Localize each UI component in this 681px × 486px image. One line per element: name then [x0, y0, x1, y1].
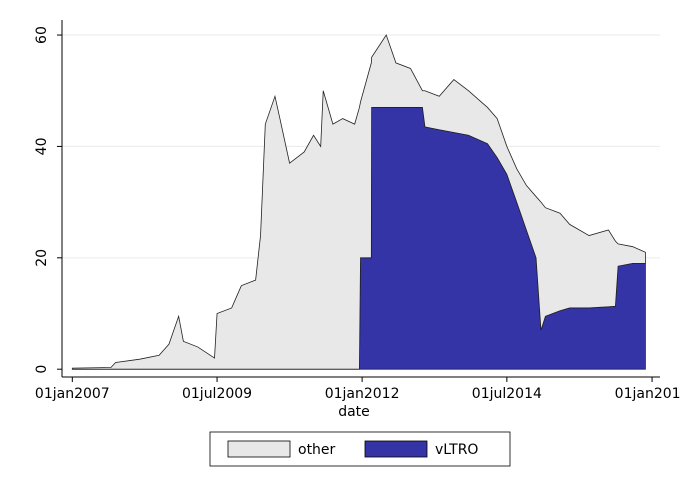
x-tick-label: 01jan2017: [615, 386, 681, 402]
legend-swatch: [227, 440, 291, 458]
legend-label: other: [298, 442, 336, 458]
legend-swatch: [364, 440, 428, 458]
y-tick-label: 60: [34, 26, 50, 44]
y-tick-label: 0: [34, 365, 50, 374]
x-tick-label: 01jan2012: [325, 386, 400, 402]
y-tick-label: 20: [34, 249, 50, 267]
legend-label: vLTRO: [435, 442, 478, 458]
y-tick-label: 40: [34, 138, 50, 156]
x-axis-label: date: [338, 404, 370, 420]
x-tick-label: 01jan2007: [35, 386, 110, 402]
area: [71, 34, 646, 370]
x-tick-label: 01jul2009: [182, 386, 252, 402]
x-tick-label: 01jul2014: [472, 386, 542, 402]
